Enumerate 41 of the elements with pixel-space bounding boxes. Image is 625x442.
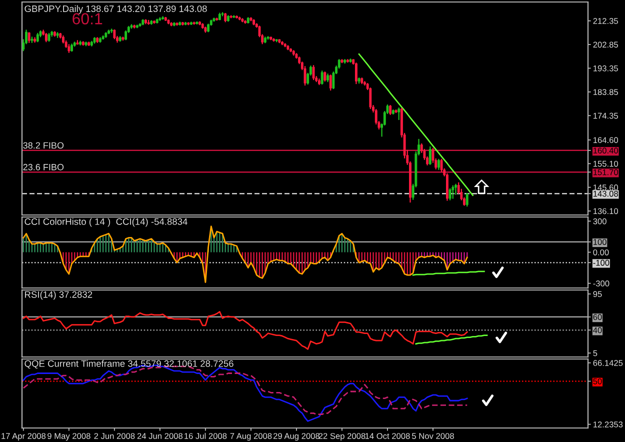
y-tick-label: 5 [593, 350, 598, 356]
y-tick-label: 155.10 [593, 160, 618, 167]
y-tick-label: 193.35 [593, 65, 618, 72]
y-tick-label: 145.60 [593, 184, 618, 190]
x-tick-label: 22 Sep 2008 [318, 433, 366, 441]
ref-line-label: 23.6 FIBO [23, 164, 64, 170]
y-tick-label: 50 [593, 378, 602, 384]
y-tick-label: 136.10 [593, 208, 618, 214]
y-tick-label: 151.70 [593, 169, 618, 176]
y-tick-label: 143.08 [593, 190, 618, 197]
y-tick-label: 183.85 [593, 89, 618, 96]
y-tick-label: 95 [593, 291, 602, 298]
y-tick-label: 40 [593, 327, 602, 334]
y-tick-label: 300 [593, 218, 606, 224]
y-tick-label: 100 [593, 239, 606, 245]
y-tick-label: 60 [593, 314, 602, 320]
x-tick-label: 2 Jun 2008 [94, 433, 135, 439]
y-tick-label: 202.85 [593, 42, 618, 48]
y-tick-label: 164.60 [593, 137, 618, 144]
x-tick-label: 29 Aug 2008 [273, 433, 320, 441]
y-tick-label: 212.35 [593, 18, 618, 24]
chart-title: RSI(14) 37.2832 [25, 291, 92, 300]
annotation: 60:1 [72, 13, 102, 24]
chart-title: GBPJPY.Daily 138.67 143.20 137.89 143.08 [24, 5, 207, 14]
y-tick-label: 66.1425 [593, 360, 623, 366]
x-tick-label: 9 May 2008 [48, 433, 90, 441]
x-tick-label: 7 Aug 2008 [230, 433, 272, 441]
x-tick-label: 17 Apr 2008 [2, 433, 46, 441]
chart-title: CCI ColorHisto ( 14 ) CCI(14) -54.8834 [24, 218, 188, 227]
y-tick-label: 160.40 [593, 148, 618, 154]
y-tick-label: 12.2353 [593, 422, 623, 428]
ref-line-label: 38.2 FIBO [23, 142, 64, 149]
y-tick-label: 0.00 [593, 249, 609, 256]
x-tick-label: 5 Nov 2008 [412, 433, 454, 439]
y-tick-label: -300 [593, 280, 610, 286]
y-tick-label: -100 [593, 260, 610, 266]
x-tick-label: 14 Oct 2008 [365, 433, 410, 439]
x-tick-label: 24 Jun 2008 [137, 433, 183, 439]
chart-title: QQE Current Timeframe 34.5579 32.1061 28.7256 [24, 360, 234, 369]
x-tick-label: 16 Jul 2008 [184, 432, 227, 439]
y-tick-label: 174.35 [593, 112, 618, 119]
